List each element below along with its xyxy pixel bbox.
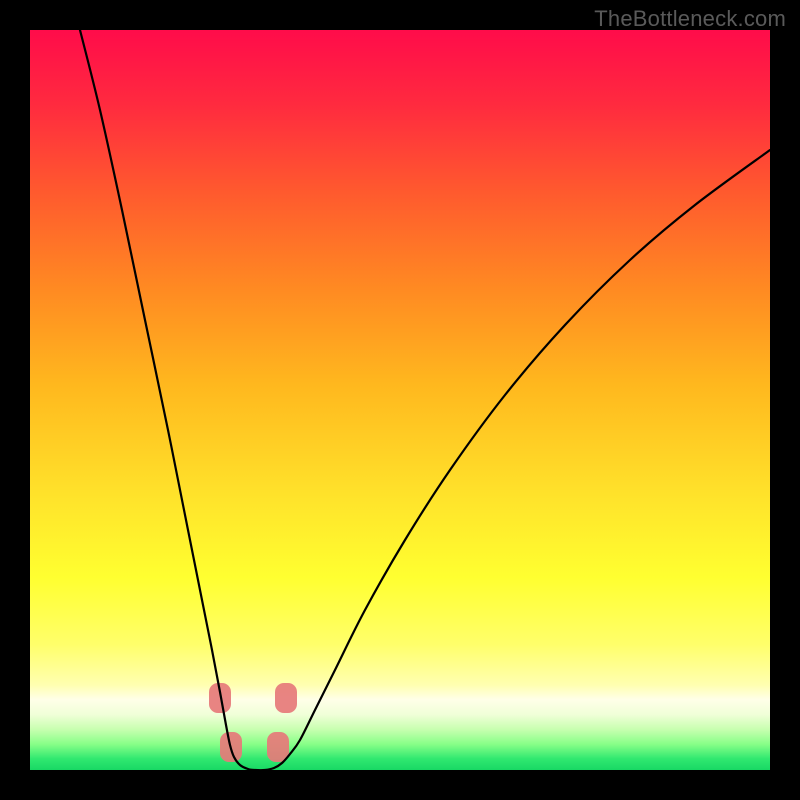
bottleneck-curve [80, 30, 770, 770]
plot-area [30, 30, 770, 770]
watermark-text: TheBottleneck.com [594, 6, 786, 32]
chart-frame: TheBottleneck.com [0, 0, 800, 800]
curve-layer [30, 30, 770, 770]
marker-group [209, 683, 297, 762]
curve-marker [267, 732, 289, 762]
curve-marker [275, 683, 297, 713]
